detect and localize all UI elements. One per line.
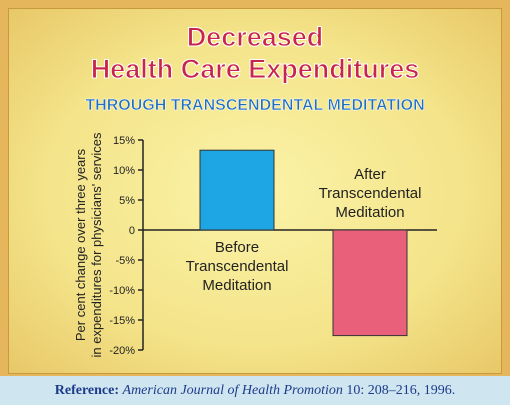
reference: Reference: American Journal of Health Pr…	[0, 376, 510, 405]
reference-source: American Journal of Health Promotion	[122, 383, 343, 398]
y-tick-label: 15%	[113, 135, 135, 147]
category-label: After Transcendental Meditation	[318, 166, 422, 221]
y-tick-label: -15%	[109, 315, 135, 327]
y-tick-label: -5%	[115, 255, 135, 267]
bar	[332, 229, 408, 337]
category-label: Before Transcendental Meditation	[185, 239, 289, 294]
chart: Decreased Health Care Expenditures THROU…	[73, 22, 437, 358]
y-tick-label: -10%	[109, 285, 135, 297]
chart-title: Decreased	[187, 22, 324, 52]
reference-details: 10: 208–216, 1996.	[346, 383, 456, 398]
y-axis-label: Per cent change over three years	[73, 148, 88, 341]
chart-title: Health Care Expenditures	[91, 54, 420, 84]
y-tick-label: 0	[129, 225, 135, 237]
chart-subtitle: THROUGH TRANSCENDENTAL MEDITATION	[85, 97, 424, 114]
y-tick-label: -20%	[109, 345, 135, 357]
reference-label: Reference:	[54, 383, 120, 398]
y-tick-label: 10%	[113, 165, 135, 177]
bar	[199, 149, 275, 231]
y-tick-label: 5%	[119, 195, 135, 207]
y-axis-label: in expenditures for physicians' services	[89, 132, 104, 358]
